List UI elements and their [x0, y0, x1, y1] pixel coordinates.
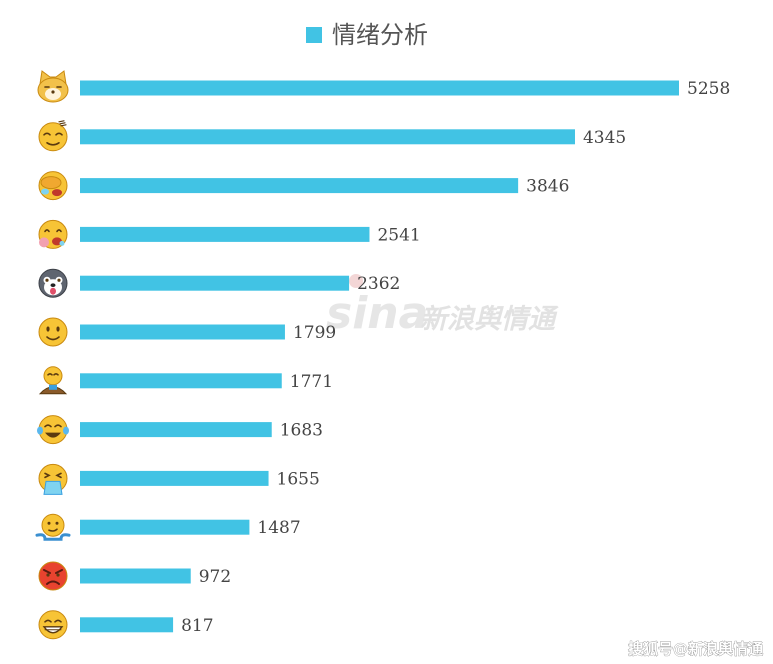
value-label: 2362	[357, 274, 400, 294]
bar-drooling-emoji	[80, 226, 370, 242]
legend: 情绪分析	[306, 21, 428, 49]
grin-emoji-icon	[38, 610, 68, 640]
husky-emoji-icon	[38, 268, 68, 298]
meditate-emoji-icon	[38, 366, 68, 395]
angry-emoji-icon	[38, 561, 68, 591]
bar-angry-emoji	[80, 568, 191, 584]
legend-label: 情绪分析	[332, 21, 428, 49]
bar-laugh-cry-emoji	[80, 422, 272, 438]
facepalm-cry-emoji-icon	[38, 171, 68, 201]
doge-cat-emoji-icon	[37, 70, 69, 103]
value-label: 4345	[583, 128, 626, 148]
watermark-text: 新浪舆情通	[420, 304, 559, 335]
value-label: 817	[181, 616, 213, 636]
bar-smile-emoji	[80, 324, 285, 340]
bar-husky-emoji	[80, 275, 350, 291]
bar-dizzy-emoji	[80, 129, 575, 145]
source-credit: 搜狐号@新浪舆情通	[628, 640, 763, 658]
value-label: 972	[199, 567, 231, 587]
sina-logo: sina	[326, 288, 428, 339]
sina-eye-icon	[349, 274, 363, 288]
dizzy-emoji-icon	[38, 120, 68, 152]
value-label: 1655	[277, 469, 320, 489]
legend-swatch	[306, 27, 322, 43]
shrug-emoji-icon	[35, 513, 71, 541]
bar-grin-emoji	[80, 617, 174, 633]
bar-doge-cat-emoji	[80, 80, 679, 96]
bar-vomit-emoji	[80, 470, 269, 486]
value-label: 1799	[293, 323, 336, 343]
value-label: 1487	[257, 518, 300, 538]
value-label: 3846	[526, 177, 569, 197]
value-label: 5258	[687, 79, 730, 99]
value-label: 2541	[377, 225, 420, 245]
bar-shrug-emoji	[80, 519, 250, 535]
bar-facepalm-cry-emoji	[80, 178, 519, 194]
laugh-cry-emoji-icon	[37, 415, 69, 445]
value-labels: 5258 4345 3846 2541 2362 1799 1771 1683 1655 1487…	[181, 79, 730, 636]
smile-emoji-icon	[38, 317, 68, 347]
emoji-icons	[35, 70, 71, 640]
bar-meditate-emoji	[80, 373, 282, 389]
bars	[80, 80, 679, 633]
drooling-emoji-icon	[38, 219, 68, 249]
vomit-emoji-icon	[38, 463, 68, 495]
value-label: 1683	[280, 421, 323, 441]
value-label: 1771	[290, 372, 333, 392]
